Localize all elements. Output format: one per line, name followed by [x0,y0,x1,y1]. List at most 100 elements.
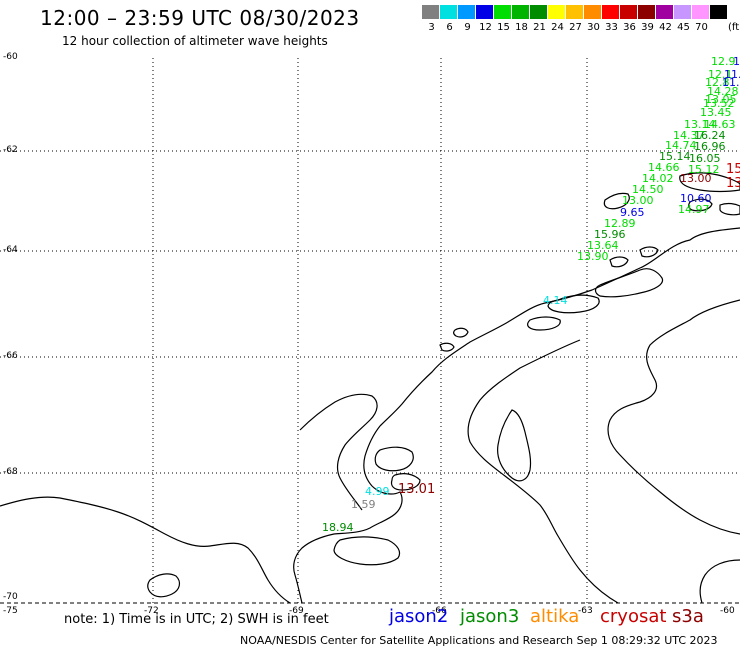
coast-west-inner [497,409,532,482]
wave-value-label: 16.05 [689,152,721,165]
map-subtitle: 12 hour collection of altimeter wave hei… [62,34,328,48]
wave-value-label: 13 [726,176,740,191]
scale-swatch [494,5,511,19]
scale-label: 12 [479,22,492,33]
island-chain-3 [688,198,713,212]
scale-swatch [584,5,601,19]
scale-swatch [512,5,529,19]
scale-label: 36 [623,22,636,33]
wave-value-label: 4.99 [365,485,390,498]
scale-label: 39 [641,22,654,33]
scale-label: 3 [428,22,435,33]
footer-note: note: 1) Time is in UTC; 2) SWH is in fe… [64,612,329,627]
wave-value-label: 16.24 [694,129,726,142]
lon-label: -66 [432,606,447,616]
wave-value-label: 14.66 [648,161,680,174]
scale-label: 18 [515,22,528,33]
legend-jason3: jason3 [460,606,520,627]
wave-value-label: 13.00 [622,194,654,207]
scale-swatch [638,5,655,19]
lat-label: -62 [3,145,18,155]
wave-value-label: 13.64 [587,239,619,252]
scale-swatch [566,5,583,19]
scale-swatch [602,5,619,19]
wave-value-label: 13.00 [680,172,712,185]
legend-jason2: jason2 [389,606,449,627]
island-north-1 [594,268,664,298]
map-title: 12:00 – 23:59 UTC 08/30/2023 [40,6,360,30]
wave-value-label: 12.9 [711,55,736,68]
wave-value-label: 16.96 [694,140,726,153]
scale-label: 27 [569,22,582,33]
wave-value-label: 14.50 [632,183,664,196]
wave-value-label: 10 [733,55,740,68]
scale-unit-label: (ft) [728,22,740,33]
credit-line: NOAA/NESDIS Center for Satellite Applica… [240,634,718,647]
peninsula-coast [293,227,740,604]
coast-northwest [299,393,378,511]
scale-label: 30 [587,22,600,33]
island-chain-4 [719,202,740,216]
lat-label: -66 [3,351,18,361]
scale-label: 15 [497,22,510,33]
wave-value-label: 13.52 [703,97,735,110]
scale-swatch [656,5,673,19]
wave-value-label: 13.14 [684,118,716,131]
wave-value-label: 14.63 [704,118,736,131]
island-west-3 [390,473,421,491]
scale-swatch [422,5,439,19]
island-west-2 [374,446,414,472]
wave-value-label: 13.01 [398,482,436,497]
wave-value-label: 15 [726,162,740,177]
wave-value-label: 12.1 [708,68,733,81]
legend-altika: altika [530,606,580,627]
wave-value-label: 10.60 [680,192,712,205]
scale-label: 45 [677,22,690,33]
scale-label: 6 [446,22,453,33]
wave-value-label: 14.02 [642,172,674,185]
scale-label: 21 [533,22,546,33]
wave-value-label: 14.74 [665,139,697,152]
coast-eastern [607,299,740,535]
coast-west [0,496,291,604]
lat-label: -70 [3,592,18,602]
wave-value-label: 11. [724,68,740,81]
wave-value-label: 15.96 [594,228,626,241]
wave-value-label: 18.94 [322,521,354,534]
wave-value-label: 15.14 [659,150,691,163]
scale-swatch [710,5,727,19]
scale-swatch [692,5,709,19]
lon-label: -60 [720,606,735,616]
wave-value-label: 13.45 [700,106,732,119]
lat-label: -64 [3,245,18,255]
island-north-2 [547,294,600,314]
wave-value-label: 9.65 [620,206,645,219]
wave-value-label: 1.59 [351,498,376,511]
coastline [0,172,740,604]
wave-value-label: 13.05 [705,93,737,106]
scale-swatch [440,5,457,19]
island-small-3 [609,256,629,268]
wave-value-label: 4.14 [543,294,568,307]
lon-label: -75 [3,606,18,616]
wave-value-label: 13.90 [577,250,609,263]
lon-label: -72 [144,606,159,616]
legend-cryosat: cryosat [600,606,667,627]
island-chain-1 [603,192,630,210]
wave-value-label: 14.97 [678,203,710,216]
graticule [0,58,740,603]
lon-label: -69 [289,606,304,616]
scale-label: 9 [464,22,471,33]
scale-swatch [674,5,691,19]
wave-value-label: 15.12 [688,163,720,176]
scale-label: 42 [659,22,672,33]
scale-swatch [476,5,493,19]
scale-swatch [620,5,637,19]
island-small-4 [639,246,659,258]
coast-sw-inlet [147,573,181,598]
lat-label: -68 [3,467,18,477]
island-west-1 [333,536,401,566]
coast-mid [467,339,619,604]
island-small-2 [439,342,455,352]
